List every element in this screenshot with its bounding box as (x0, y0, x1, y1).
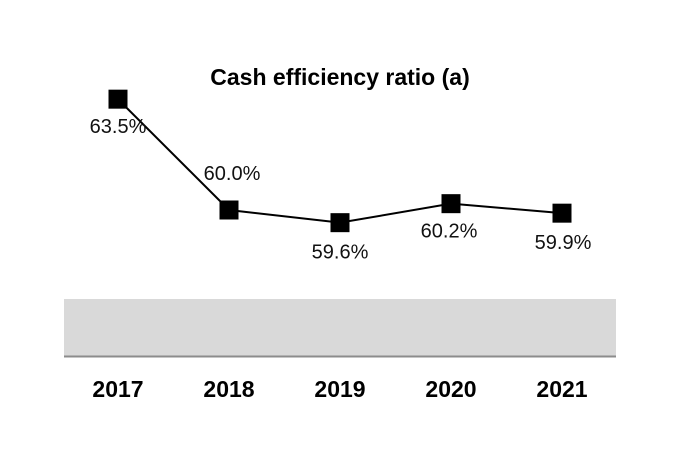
x-tick-label: 2019 (314, 376, 365, 402)
data-label: 59.9% (535, 232, 592, 254)
shaded-band (64, 299, 616, 356)
x-tick-label: 2018 (203, 376, 254, 402)
data-label: 60.0% (204, 163, 261, 185)
series-line (117, 98, 563, 224)
data-label: 59.6% (312, 242, 369, 264)
data-point-marker (441, 194, 461, 214)
series-marks: 63.5% 60.0% 59.6% 60.2% 59.9% (90, 89, 592, 264)
data-label: 60.2% (421, 221, 478, 243)
x-tick-label: 2021 (536, 376, 587, 402)
x-tick-label: 2020 (425, 376, 476, 402)
x-tick-labels: 2017 2018 2019 2020 2021 (92, 376, 587, 402)
data-label: 63.5% (90, 116, 147, 138)
data-point-marker (552, 203, 572, 223)
data-point-marker (330, 213, 350, 233)
chart-title: Cash efficiency ratio (a) (210, 64, 469, 90)
x-tick-label: 2017 (92, 376, 143, 402)
data-point-marker (108, 89, 128, 109)
data-point-marker (219, 200, 239, 220)
